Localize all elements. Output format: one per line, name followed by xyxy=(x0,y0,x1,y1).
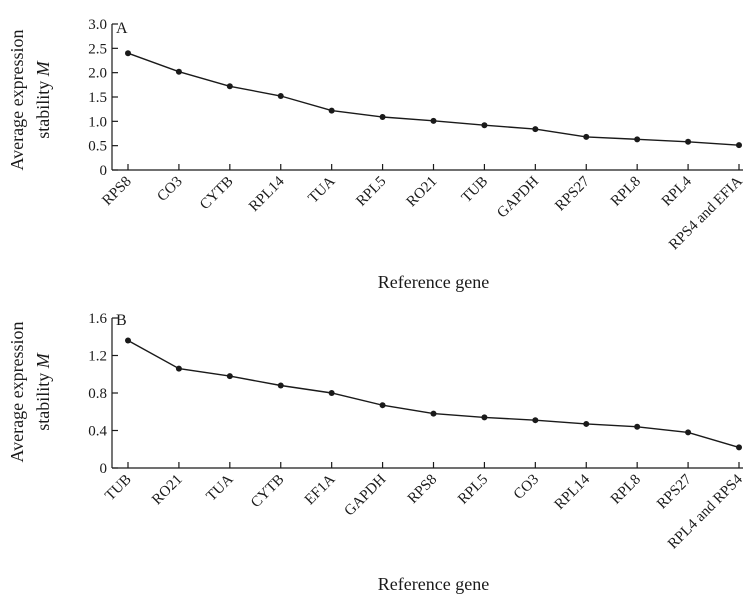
y-tick-label: 2.5 xyxy=(88,41,107,57)
x-tick-label: GAPDH xyxy=(342,471,390,519)
x-tick-label: TUB xyxy=(102,472,135,505)
y-axis-title-line1: Average expression xyxy=(7,321,27,462)
x-tick-label: CO3 xyxy=(154,174,185,205)
y-tick-label: 0.4 xyxy=(88,424,107,440)
data-point xyxy=(379,113,386,120)
data-point xyxy=(328,390,335,396)
data-point xyxy=(532,417,539,424)
x-tick-label: RPL5 xyxy=(455,472,491,508)
data-point xyxy=(175,68,182,75)
x-tick-label: RPS27 xyxy=(654,471,695,512)
data-point xyxy=(125,50,131,57)
x-tick-label: RPS8 xyxy=(405,472,440,507)
y-tick-label: 1.2 xyxy=(88,349,107,365)
data-point xyxy=(379,402,386,409)
data-point xyxy=(277,382,284,389)
y-tick-label: 0 xyxy=(100,163,108,179)
y-tick-label: 1.5 xyxy=(88,90,107,106)
data-point xyxy=(430,117,437,124)
y-tick-label: 1.6 xyxy=(88,311,107,327)
x-axis-title: Reference gene xyxy=(378,574,489,594)
y-tick-label: 0.8 xyxy=(88,386,107,402)
data-point xyxy=(277,93,284,100)
x-tick-label: EF1A xyxy=(302,471,339,508)
y-axis-title-line1: Average expression xyxy=(7,29,27,170)
y-tick-label: 0.5 xyxy=(88,139,107,155)
data-point xyxy=(634,423,641,430)
x-tick-label: RPL8 xyxy=(608,472,644,508)
x-tick-label: RPL4 xyxy=(659,173,695,209)
data-point xyxy=(226,83,233,90)
data-point xyxy=(125,337,131,344)
data-point xyxy=(481,122,488,129)
data-point xyxy=(736,444,742,451)
panel-letter: B xyxy=(116,312,127,329)
data-point xyxy=(481,414,488,421)
y-axis-title-line2: stability M xyxy=(33,352,53,431)
x-tick-label: RO21 xyxy=(149,472,186,509)
y-tick-label: 2.0 xyxy=(88,66,107,82)
data-point xyxy=(175,365,182,372)
x-tick-label: CO3 xyxy=(511,472,542,503)
x-tick-label: RPL5 xyxy=(353,174,389,210)
x-tick-label: RO21 xyxy=(404,174,441,211)
x-tick-label: RPL14 xyxy=(552,471,594,513)
data-point xyxy=(634,136,641,143)
data-point xyxy=(736,142,742,149)
x-tick-label: RPL14 xyxy=(246,173,288,215)
x-tick-label: RPL8 xyxy=(608,174,644,210)
x-tick-label: CYTB xyxy=(248,472,288,512)
x-tick-label: TUA xyxy=(204,471,237,504)
data-point xyxy=(532,126,539,133)
data-point xyxy=(583,133,590,140)
x-axis-title: Reference gene xyxy=(378,272,489,292)
data-point xyxy=(685,429,692,436)
series-line xyxy=(127,52,740,146)
x-tick-label: GAPDH xyxy=(494,173,542,221)
y-axis-title-line2: stability M xyxy=(33,60,53,139)
chart-panel-b: 0 0.4 0.8 1.2 1.6 TUB RO21 TUA CYTB EF1A GAPDH RPS8… xyxy=(7,311,746,594)
x-tick-label: TUA xyxy=(305,173,338,206)
data-point xyxy=(328,107,335,114)
data-point xyxy=(583,420,590,427)
x-tick-label: RPS27 xyxy=(552,173,593,214)
series-line xyxy=(127,339,740,449)
panel-letter: A xyxy=(116,20,128,37)
data-point xyxy=(430,410,437,417)
data-point xyxy=(685,138,692,145)
y-tick-label: 1.0 xyxy=(88,114,107,130)
x-tick-label: TUB xyxy=(459,174,492,207)
y-tick-label: 0 xyxy=(100,461,108,477)
x-tick-label: CYTB xyxy=(197,174,237,214)
data-point xyxy=(226,373,233,380)
y-tick-label: 3.0 xyxy=(88,17,107,33)
